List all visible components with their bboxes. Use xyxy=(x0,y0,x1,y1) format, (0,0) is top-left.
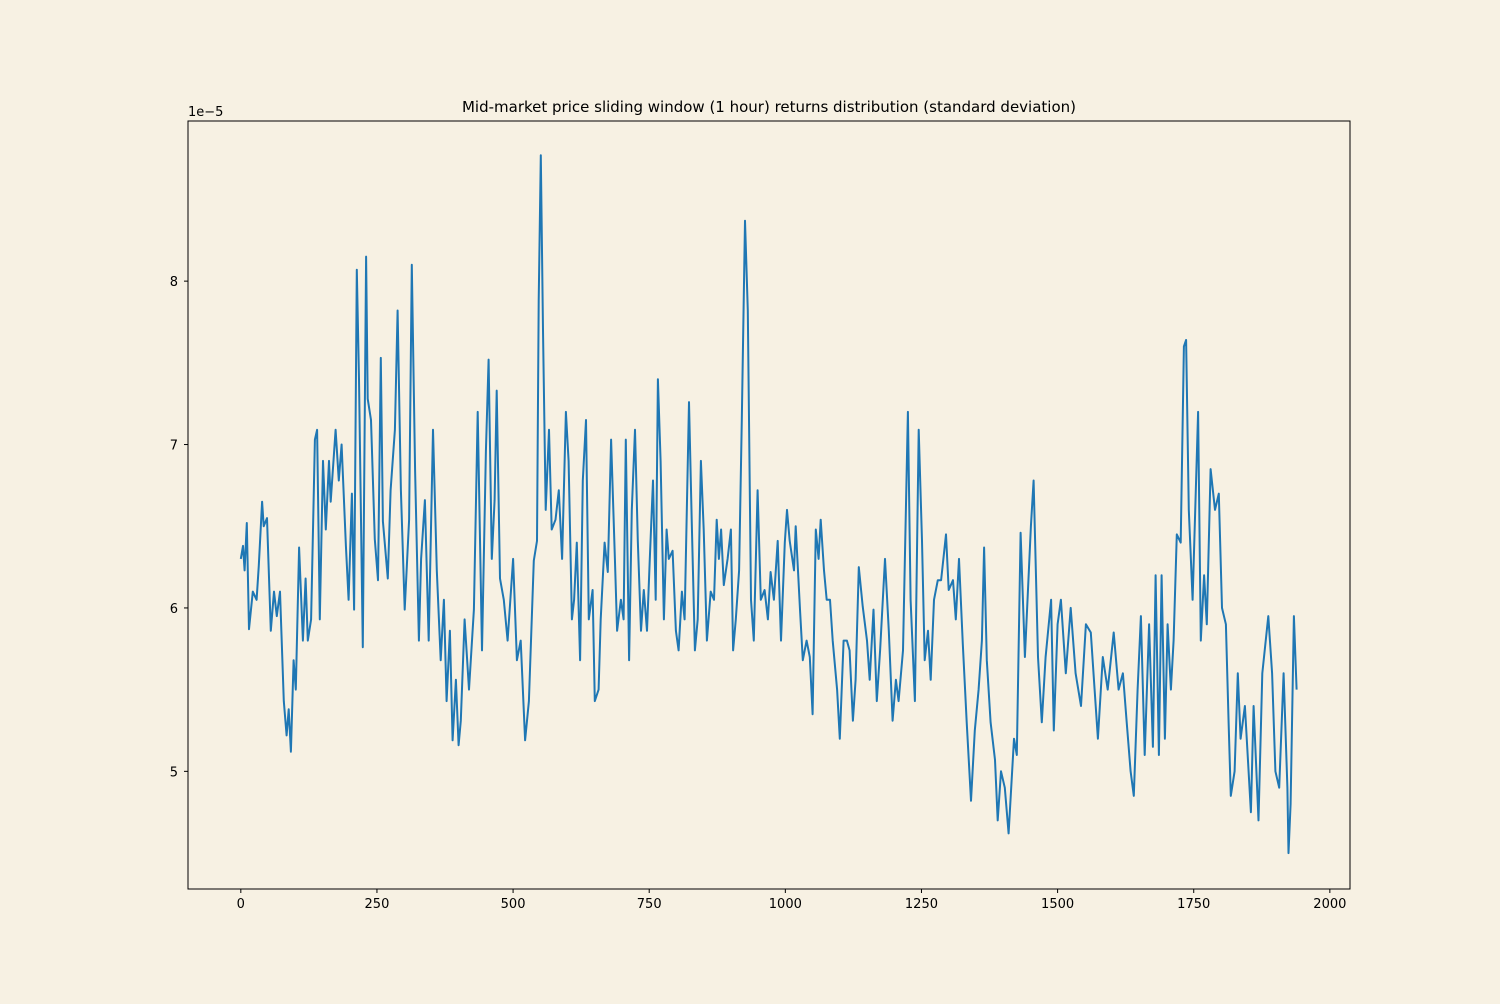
y-tick-label: 8 xyxy=(170,275,178,290)
x-tick-label: 1500 xyxy=(1041,897,1074,912)
x-tick-label: 500 xyxy=(501,897,526,912)
y-tick-label: 6 xyxy=(170,602,178,617)
x-tick-label: 1000 xyxy=(769,897,802,912)
x-tick-label: 250 xyxy=(365,897,390,912)
x-tick-label: 2000 xyxy=(1313,897,1346,912)
series-line xyxy=(239,154,1298,855)
y-offset-label: 1e−5 xyxy=(188,105,223,120)
x-tick-label: 1750 xyxy=(1177,897,1210,912)
x-axis: 0 250 500 750 1000 1250 1500 1750 2000 xyxy=(237,889,1346,912)
y-axis: 5 6 7 8 xyxy=(170,275,188,780)
x-tick-label: 0 xyxy=(237,897,245,912)
x-tick-label: 750 xyxy=(637,897,662,912)
plot-frame xyxy=(187,120,1351,890)
chart-title: Mid-market price sliding window (1 hour)… xyxy=(462,98,1076,116)
x-tick-label: 1250 xyxy=(905,897,938,912)
y-tick-label: 7 xyxy=(170,439,178,454)
y-tick-label: 5 xyxy=(170,765,178,780)
